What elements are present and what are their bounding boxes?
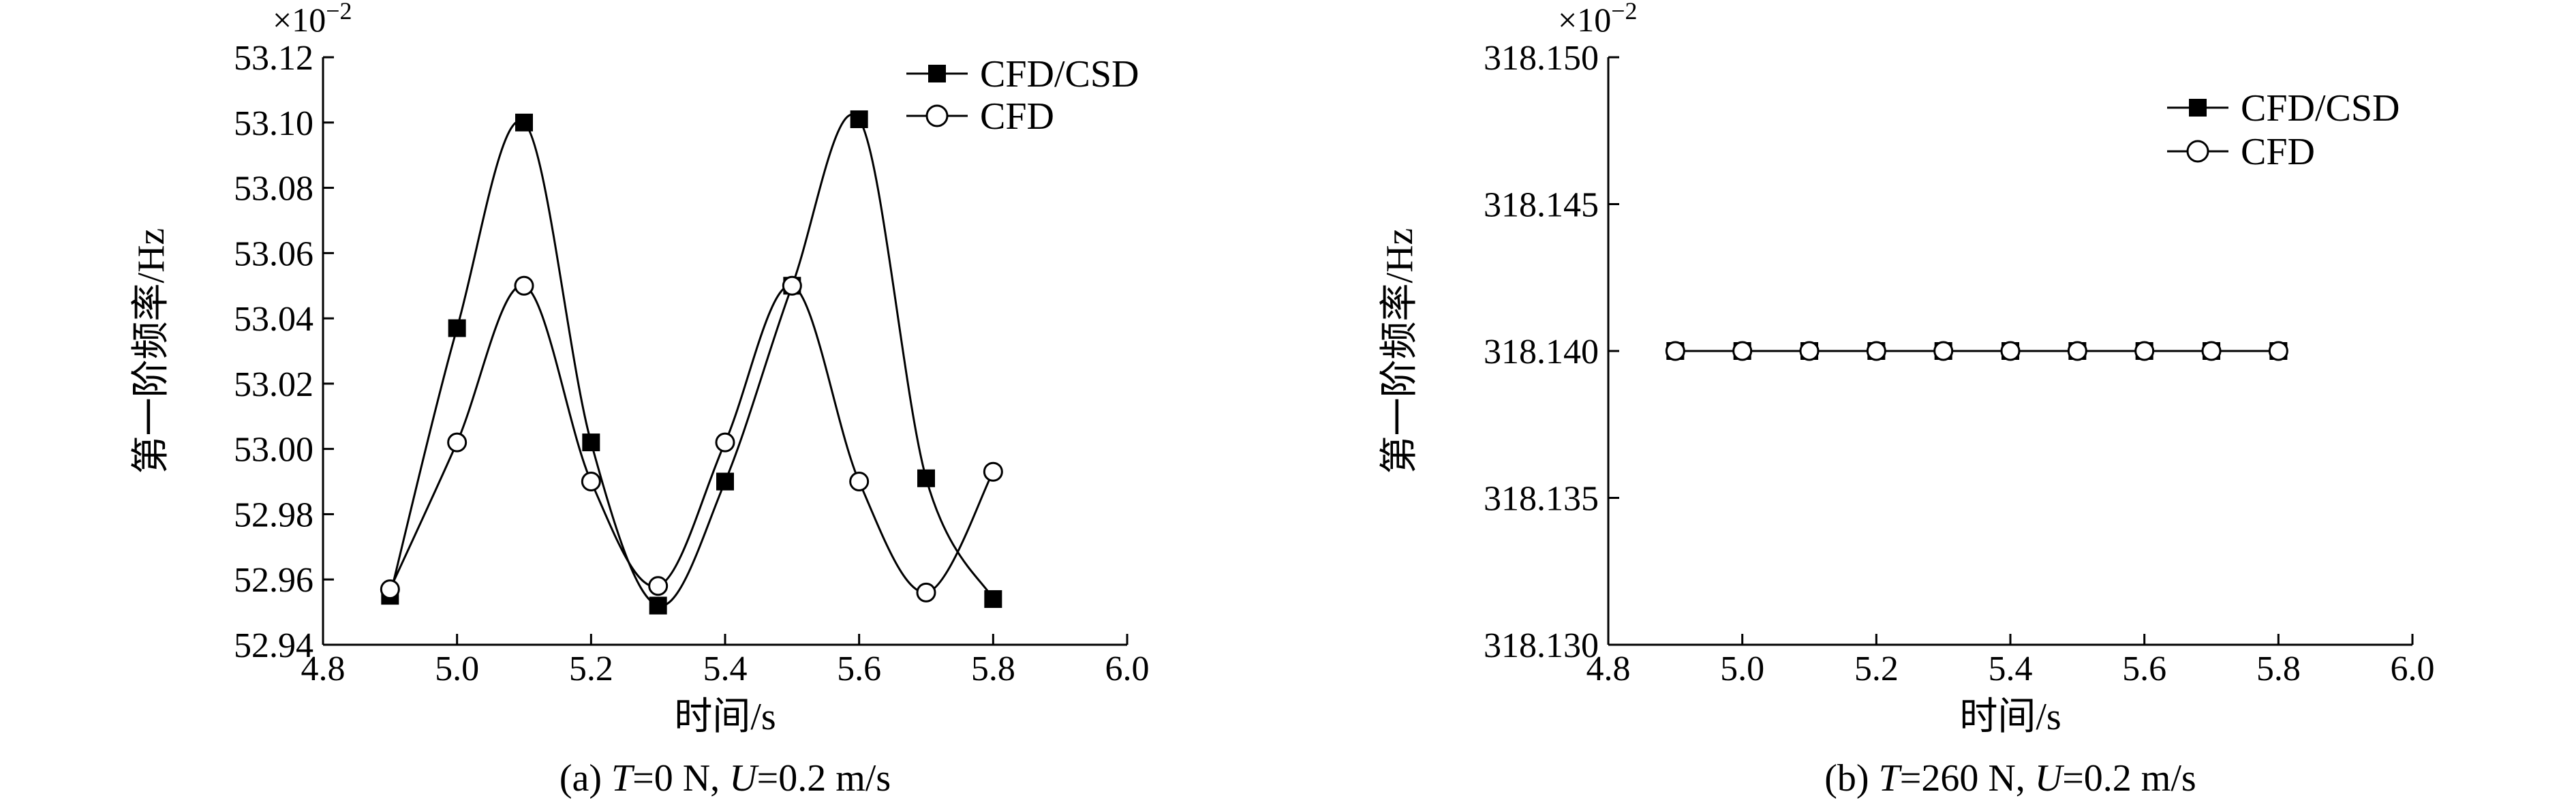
caption-t-val: =0 N, bbox=[632, 757, 729, 799]
y-tick-label: 318.135 bbox=[1484, 480, 1599, 519]
x-tick-label: 5.0 bbox=[1720, 650, 1764, 688]
data-point bbox=[983, 461, 1003, 482]
caption-u-var: U bbox=[729, 757, 759, 799]
x-tick-label: 5.4 bbox=[1989, 650, 2033, 688]
data-point bbox=[2067, 341, 2087, 361]
x-tick-label: 5.0 bbox=[435, 650, 479, 688]
legend-entry: CFD/CSD bbox=[2167, 87, 2399, 129]
y-tick-label: 53.00 bbox=[234, 431, 313, 470]
data-point bbox=[916, 582, 936, 602]
y-tick-label: 53.08 bbox=[234, 170, 313, 209]
data-point bbox=[1799, 341, 1820, 361]
axis-multiplier-base: ×10 bbox=[273, 1, 326, 39]
data-point bbox=[447, 432, 467, 453]
data-point bbox=[1866, 341, 1886, 361]
caption-t-var: T bbox=[611, 757, 635, 799]
y-tick-label: 318.140 bbox=[1484, 333, 1599, 371]
legend-entry: CFD bbox=[906, 95, 1054, 138]
legend-label: CFD bbox=[980, 95, 1054, 138]
data-point bbox=[850, 110, 868, 128]
data-point bbox=[716, 472, 734, 491]
y-tick-label: 52.94 bbox=[234, 626, 313, 665]
y-tick-label: 52.98 bbox=[234, 495, 313, 534]
data-point bbox=[515, 113, 533, 132]
y-axis-label: 第一阶频率/Hz bbox=[1379, 228, 1421, 474]
y-tick-label: 318.130 bbox=[1484, 626, 1599, 665]
data-point bbox=[2201, 341, 2222, 361]
data-point bbox=[448, 319, 466, 337]
y-tick-label: 53.02 bbox=[234, 365, 313, 404]
x-tick-label: 5.2 bbox=[1854, 650, 1899, 688]
y-tick-label: 53.06 bbox=[234, 234, 313, 273]
axis-multiplier: ×10−2 bbox=[273, 0, 352, 39]
data-point bbox=[1732, 341, 1753, 361]
chart-panel-b: 4.8 5.0 5.2 5.4 5.6 5.8 6.0 318.130 318.135 318.1… bbox=[1379, 0, 2435, 799]
legend-marker bbox=[928, 65, 946, 82]
legend-marker bbox=[925, 104, 949, 127]
x-tick-label: 5.4 bbox=[703, 650, 748, 688]
legend-marker bbox=[2189, 99, 2207, 117]
caption-prefix: (b) bbox=[1824, 757, 1878, 799]
x-tick-label: 5.6 bbox=[837, 650, 881, 688]
x-tick-label: 5.6 bbox=[2122, 650, 2166, 688]
data-point bbox=[984, 590, 1002, 608]
data-point bbox=[917, 469, 935, 487]
x-tick-label: 4.8 bbox=[301, 650, 346, 688]
data-point bbox=[581, 472, 601, 492]
data-point bbox=[582, 433, 600, 452]
caption-prefix: (a) bbox=[559, 757, 611, 799]
data-point bbox=[514, 275, 534, 296]
legend-entry: CFD/CSD bbox=[906, 53, 1139, 95]
y-tick-label: 318.145 bbox=[1484, 186, 1599, 225]
x-tick-label: 5.8 bbox=[2256, 650, 2301, 688]
y-tick-label: 53.12 bbox=[234, 39, 313, 78]
data-point bbox=[2134, 341, 2155, 361]
y-tick-label: 53.10 bbox=[234, 104, 313, 143]
axis-multiplier-exponent: −2 bbox=[1611, 0, 1637, 25]
data-point bbox=[2000, 341, 2021, 361]
axis-multiplier: ×10−2 bbox=[1558, 0, 1638, 39]
y-tick-label: 52.96 bbox=[234, 561, 313, 600]
x-tick-label: 6.0 bbox=[2391, 650, 2435, 688]
legend-entry: CFD bbox=[2167, 131, 2315, 173]
legend-label: CFD bbox=[2241, 131, 2315, 173]
caption-u-val: =0.2 m/s bbox=[2062, 757, 2196, 799]
panel-caption: (b) T=260 N, U=0.2 m/s bbox=[1824, 757, 2196, 799]
data-point bbox=[1665, 341, 1685, 361]
chart-panel-a: 4.8 5.0 5.2 5.4 5.6 5.8 6.0 52.94 52.96 52.98 53.0… bbox=[130, 0, 1150, 799]
x-tick-label: 5.2 bbox=[569, 650, 613, 688]
data-point bbox=[849, 472, 870, 492]
caption-t-var: T bbox=[1879, 757, 1903, 799]
caption-t-val: =260 N, bbox=[1900, 757, 2035, 799]
series-cfd-csd bbox=[381, 110, 1002, 615]
data-point bbox=[715, 432, 735, 453]
legend-marker bbox=[2186, 140, 2209, 163]
x-axis-label: 时间/s bbox=[1959, 696, 2061, 738]
caption-u-var: U bbox=[2035, 757, 2065, 799]
data-point bbox=[649, 596, 667, 615]
series-cfd bbox=[380, 275, 1003, 602]
data-point bbox=[380, 579, 400, 600]
axis-multiplier-exponent: −2 bbox=[326, 0, 352, 25]
panel-caption: (a) T=0 N, U=0.2 m/s bbox=[559, 757, 891, 799]
data-point bbox=[782, 275, 802, 296]
y-tick-label: 318.150 bbox=[1484, 39, 1599, 78]
data-point bbox=[648, 576, 669, 596]
series-line bbox=[388, 284, 994, 594]
x-tick-label: 6.0 bbox=[1105, 650, 1150, 688]
series-cfd bbox=[1665, 341, 2288, 361]
y-tick-label: 53.04 bbox=[234, 300, 313, 339]
data-point bbox=[2268, 341, 2288, 361]
x-axis-label: 时间/s bbox=[674, 696, 776, 738]
x-tick-label: 4.8 bbox=[1586, 650, 1631, 688]
series-line bbox=[388, 113, 994, 607]
y-axis-label: 第一阶频率/Hz bbox=[130, 228, 172, 474]
data-point bbox=[1933, 341, 1954, 361]
caption-u-val: =0.2 m/s bbox=[757, 757, 891, 799]
legend-label: CFD/CSD bbox=[2241, 87, 2399, 129]
legend-label: CFD/CSD bbox=[980, 53, 1139, 95]
x-tick-label: 5.8 bbox=[971, 650, 1015, 688]
axis-multiplier-base: ×10 bbox=[1558, 1, 1611, 39]
